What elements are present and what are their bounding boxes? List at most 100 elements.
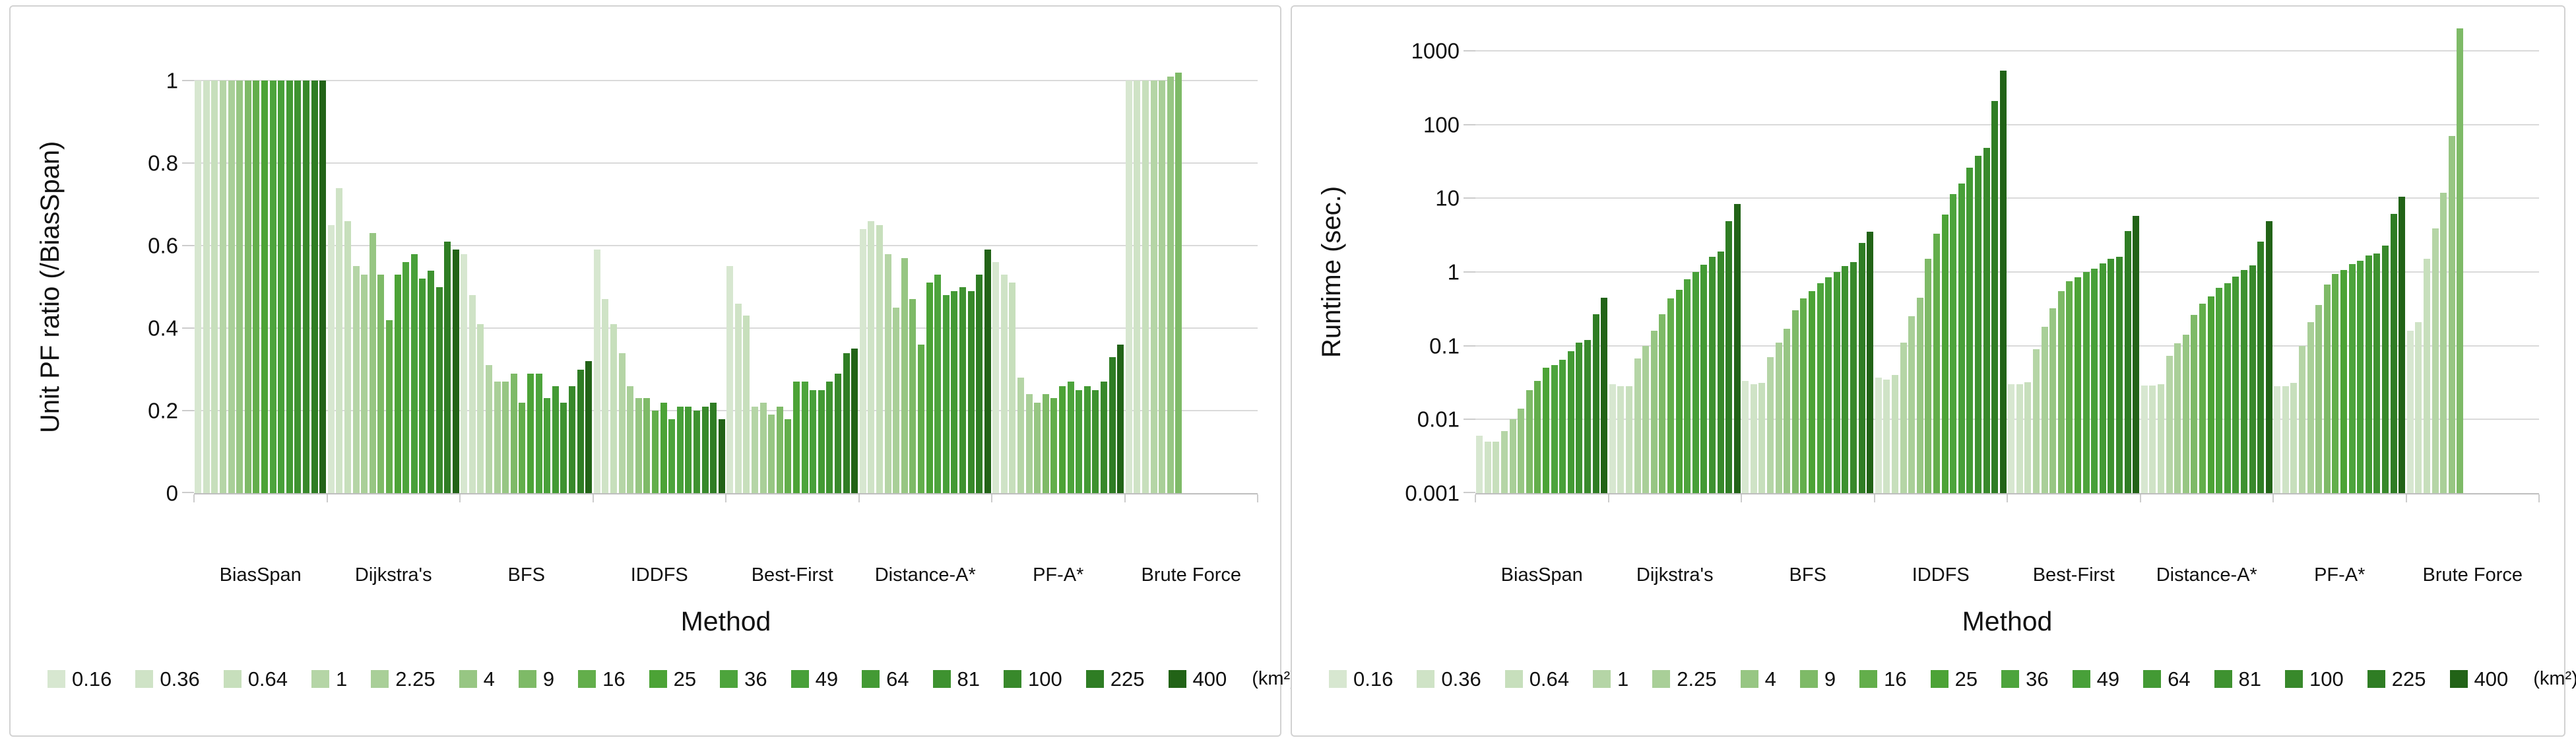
legend-item: 25	[1930, 669, 1978, 689]
y-tick-label: 0.1	[1429, 333, 1460, 358]
bar	[577, 369, 584, 493]
bar	[361, 274, 368, 493]
bar	[1609, 384, 1616, 493]
bar	[976, 274, 983, 493]
bar	[1142, 81, 1149, 493]
y-axis-tick-mark	[182, 410, 194, 411]
bar	[1684, 279, 1691, 493]
bar	[1750, 384, 1757, 493]
bar	[1733, 204, 1741, 493]
legend-item: 400	[2449, 667, 2509, 691]
bar	[2382, 245, 2389, 493]
bar	[2399, 197, 2406, 493]
bar	[2024, 382, 2032, 493]
bar	[1175, 72, 1182, 493]
bar	[818, 389, 825, 493]
bar	[1675, 290, 1683, 493]
x-axis-category-labels: BiasSpan Dijkstra's BFS IDDFS Best-First Dist…	[1475, 564, 2539, 586]
legend-unit-suffix: (km²)	[1252, 668, 1297, 689]
bar	[593, 250, 600, 493]
bar	[810, 389, 817, 493]
legend-item: 1	[1593, 669, 1628, 689]
bar	[1584, 339, 1592, 493]
legend-label: 400	[1192, 667, 1227, 691]
unit-pf-ratio-chart-panel: Unit PF ratio (/BiasSpan) 0 0.2 0.4 0.6 0.8 1…	[9, 5, 1297, 737]
bar	[327, 224, 335, 493]
legend-swatch	[578, 670, 596, 688]
legend-item: 400	[1168, 667, 1227, 691]
bar	[926, 283, 933, 493]
bar	[643, 398, 651, 493]
bar	[693, 411, 700, 493]
x-axis-tick-mark	[592, 494, 594, 502]
x-axis-tick-mark	[725, 494, 726, 502]
bar	[1758, 383, 1766, 493]
legend-swatch	[1085, 670, 1104, 688]
legend-item: 64	[2143, 669, 2191, 689]
bar	[1083, 386, 1091, 493]
bar	[2174, 343, 2181, 493]
x-category-label: IDDFS	[630, 564, 688, 586]
bar	[2149, 385, 2156, 493]
bar	[2141, 385, 2148, 493]
bar	[1484, 441, 1491, 493]
legend-swatch	[1859, 670, 1878, 688]
legend-item: 0.16	[48, 669, 112, 689]
bar	[618, 353, 626, 493]
bar	[1725, 220, 1733, 493]
legend-label: 49	[2096, 667, 2120, 691]
y-tick-label: 0.8	[148, 151, 178, 176]
bar	[1833, 272, 1840, 493]
bar	[1159, 81, 1166, 493]
legend-unit-suffix: (km²)	[2533, 668, 2576, 689]
bar	[444, 241, 451, 493]
plot-area	[1464, 28, 2540, 502]
bar	[585, 361, 593, 493]
bar	[2290, 383, 2298, 493]
legend-item: 225	[1085, 669, 1145, 689]
bar	[1101, 382, 1108, 493]
bar-group-distance-a-	[2141, 51, 2274, 493]
bar	[1708, 257, 1716, 493]
bar	[2373, 253, 2381, 493]
bar	[278, 81, 285, 493]
bar	[2357, 261, 2364, 493]
bar	[560, 402, 567, 493]
legend-label: 400	[2474, 667, 2509, 691]
bar	[685, 406, 692, 493]
x-category-label: BFS	[507, 564, 545, 586]
x-category-label: Dijkstra's	[1636, 564, 1714, 586]
x-category-label: BiasSpan	[1500, 564, 1583, 586]
bar-group-dijkstra-s	[327, 81, 461, 493]
bar	[2191, 315, 2198, 493]
gridline	[194, 162, 1258, 164]
bar	[1551, 364, 1558, 493]
legend-swatch	[1740, 670, 1758, 688]
legend-item: 1	[311, 669, 347, 689]
x-axis-tick-mark	[2007, 494, 2008, 502]
y-axis-tick-mark	[1464, 492, 1475, 493]
bar-group-pf-a-	[2273, 51, 2406, 493]
legend-label: 4	[1764, 667, 1776, 691]
bar	[1858, 242, 1865, 493]
x-axis-category-labels: BiasSpan Dijkstra's BFS IDDFS Best-First Dist…	[194, 564, 1258, 586]
gridline	[1475, 50, 2539, 51]
bar	[992, 262, 1000, 493]
legend-label: 0.16	[1353, 667, 1394, 691]
legend-item: 81	[2214, 669, 2261, 689]
bar	[1109, 356, 1116, 493]
y-axis-tick-labels: 0 0.2 0.4 0.6 0.8 1	[11, 70, 178, 504]
bar	[2108, 259, 2115, 493]
bar	[1867, 232, 1874, 493]
legend-swatch	[1329, 670, 1347, 688]
bar	[303, 81, 310, 493]
legend-label: 81	[957, 667, 981, 691]
bar-group-biasspan	[1475, 51, 1609, 493]
bar	[843, 353, 850, 493]
bar	[759, 402, 767, 493]
bar	[909, 299, 917, 493]
bar	[2415, 321, 2422, 493]
bar	[2199, 304, 2206, 493]
bar	[502, 382, 509, 493]
